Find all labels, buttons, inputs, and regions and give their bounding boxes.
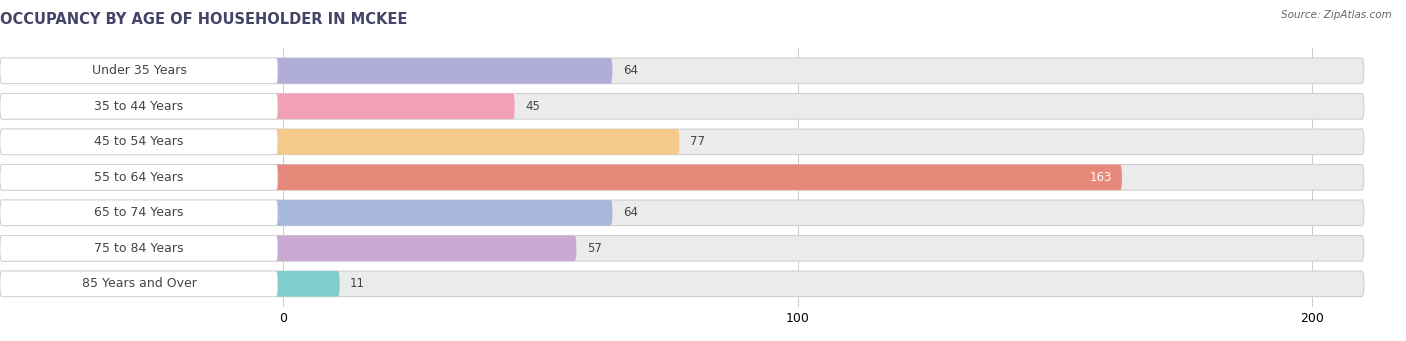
Text: 65 to 74 Years: 65 to 74 Years [94,206,184,219]
FancyBboxPatch shape [0,271,340,297]
FancyBboxPatch shape [0,236,1364,261]
Text: 55 to 64 Years: 55 to 64 Years [94,171,184,184]
FancyBboxPatch shape [0,200,278,226]
FancyBboxPatch shape [0,93,515,119]
FancyBboxPatch shape [0,129,278,154]
Text: 11: 11 [350,277,366,290]
FancyBboxPatch shape [0,165,278,190]
FancyBboxPatch shape [0,236,576,261]
FancyBboxPatch shape [0,58,278,84]
Text: Source: ZipAtlas.com: Source: ZipAtlas.com [1281,10,1392,20]
FancyBboxPatch shape [0,236,278,261]
Text: 57: 57 [586,242,602,255]
Text: 75 to 84 Years: 75 to 84 Years [94,242,184,255]
FancyBboxPatch shape [0,93,278,119]
FancyBboxPatch shape [0,93,1364,119]
Text: 85 Years and Over: 85 Years and Over [82,277,197,290]
Text: 163: 163 [1090,171,1112,184]
FancyBboxPatch shape [0,129,1364,154]
FancyBboxPatch shape [0,165,1122,190]
Text: 45 to 54 Years: 45 to 54 Years [94,135,184,148]
FancyBboxPatch shape [0,200,613,226]
FancyBboxPatch shape [0,271,1364,297]
FancyBboxPatch shape [0,58,1364,84]
Text: 64: 64 [623,64,638,77]
FancyBboxPatch shape [0,200,1364,226]
Text: 35 to 44 Years: 35 to 44 Years [94,100,184,113]
FancyBboxPatch shape [0,271,278,297]
FancyBboxPatch shape [0,165,1364,190]
Text: OCCUPANCY BY AGE OF HOUSEHOLDER IN MCKEE: OCCUPANCY BY AGE OF HOUSEHOLDER IN MCKEE [0,12,408,27]
Text: Under 35 Years: Under 35 Years [91,64,187,77]
FancyBboxPatch shape [0,58,613,84]
FancyBboxPatch shape [0,129,679,154]
Text: 77: 77 [689,135,704,148]
Text: 64: 64 [623,206,638,219]
Text: 45: 45 [524,100,540,113]
